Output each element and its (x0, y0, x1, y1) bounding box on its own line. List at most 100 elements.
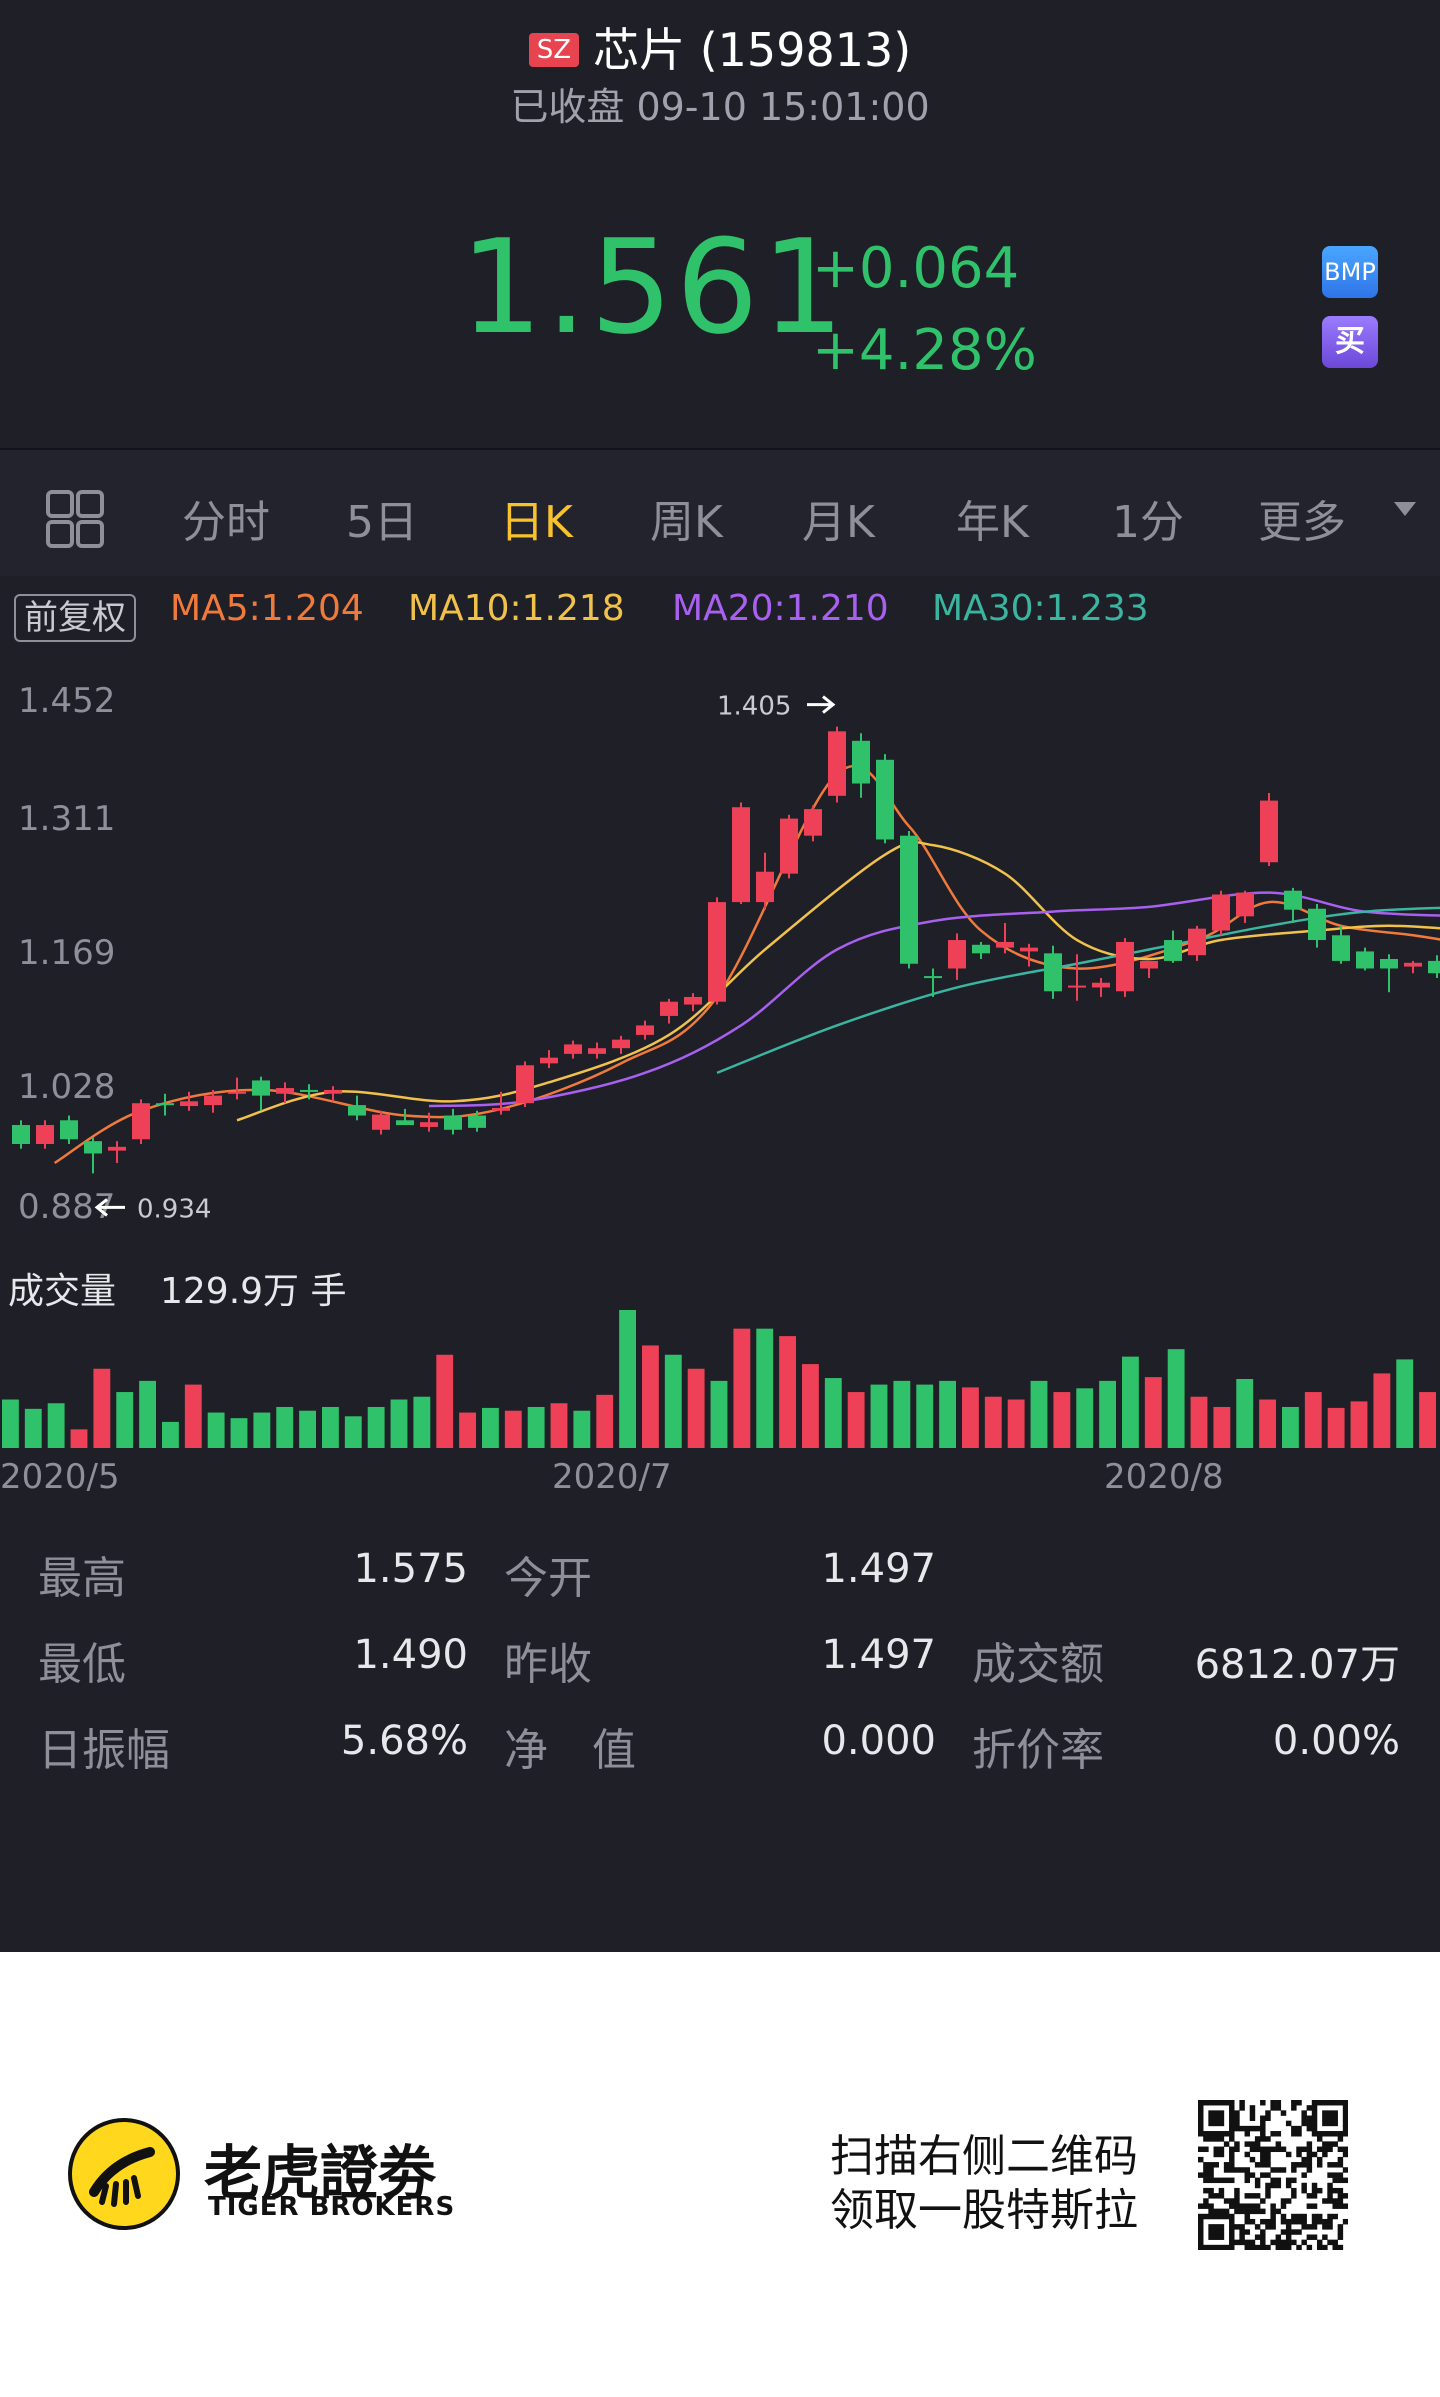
candle-body (156, 1103, 174, 1106)
volume-bar (1419, 1392, 1436, 1448)
volume-bar (733, 1328, 751, 1448)
volume-bar (1396, 1359, 1414, 1448)
candle-body (1308, 908, 1326, 941)
exchange-badge: SZ (528, 32, 580, 67)
volume-bar (116, 1392, 134, 1448)
volume-bar (1099, 1380, 1116, 1448)
tab-weekly-k[interactable]: 周K (650, 497, 723, 548)
volume-bar (413, 1396, 431, 1448)
tab-yearly-k[interactable]: 年K (956, 497, 1029, 548)
candle-body (852, 740, 870, 784)
volume-bar (390, 1399, 408, 1448)
volume-bar (436, 1354, 454, 1448)
volume-bar (322, 1406, 339, 1448)
candle-body (972, 944, 990, 954)
qr-caption-line2: 领取一股特斯拉 (830, 2185, 1138, 2236)
tab-intraday[interactable]: 分时 (182, 497, 270, 548)
turnover-value: 6812.07万 (1194, 1642, 1400, 1688)
volume-bar (1190, 1396, 1208, 1448)
volume-bar (367, 1406, 385, 1448)
candle-body (708, 902, 726, 1002)
volume-bar (482, 1407, 499, 1448)
candle-body (444, 1115, 462, 1130)
ma30-legend: MA30:1.233 (932, 588, 1149, 629)
candle-body (1068, 985, 1086, 988)
volume-bar (1053, 1392, 1071, 1448)
candle-body (780, 818, 798, 874)
volume-bar (847, 1392, 865, 1448)
volume-bar (619, 1310, 636, 1448)
chevron-down-icon[interactable] (1394, 502, 1416, 516)
divider (0, 448, 1440, 450)
volume-bar (299, 1410, 316, 1448)
volume-bar (596, 1394, 614, 1448)
volume-bar (93, 1368, 111, 1448)
volume-bar (70, 1429, 88, 1448)
low-marker-label: 0.934 (137, 1194, 211, 1224)
candle-body (828, 731, 846, 796)
ma10-legend: MA10:1.218 (408, 588, 625, 629)
low-value: 1.490 (353, 1632, 468, 1678)
high-marker-label: 1.405 (717, 692, 791, 722)
ma30-line (716, 906, 1440, 1075)
candle-body (732, 807, 750, 903)
candle-body (420, 1122, 438, 1127)
candle-body (1164, 940, 1182, 961)
adjustment-toggle[interactable]: 前复权 (14, 594, 136, 642)
tab-monthly-k[interactable]: 月K (802, 497, 875, 548)
ma10-line (236, 840, 1440, 1122)
nav-label: 净 值 (504, 1725, 636, 1776)
prev-close-value: 1.497 (821, 1632, 936, 1678)
y-tick-label: 1.311 (18, 799, 115, 839)
volume-bar (1007, 1399, 1025, 1448)
x-tick-label: 2020/8 (1104, 1457, 1224, 1497)
tab-more[interactable]: 更多 (1258, 497, 1346, 548)
volume-label: 成交量 (8, 1271, 117, 1312)
candle-body (900, 835, 918, 964)
candle-body (1284, 890, 1302, 910)
candle-body (492, 1107, 510, 1111)
buy-icon[interactable]: 买 (1322, 316, 1378, 368)
candle-body (684, 996, 702, 1005)
candle-body (228, 1091, 246, 1094)
volume-bar (687, 1368, 705, 1448)
amplitude-value: 5.68% (340, 1718, 468, 1764)
candle-body (636, 1025, 654, 1035)
volume-bar (504, 1410, 522, 1448)
tab-daily-k[interactable]: 日K (500, 497, 573, 548)
volume-bar (1304, 1392, 1322, 1448)
volume-bar (710, 1380, 728, 1448)
tab-1min[interactable]: 1分 (1112, 497, 1184, 548)
candle-body (924, 976, 942, 979)
volume-bar (24, 1408, 42, 1448)
volume-bar (139, 1380, 156, 1448)
candle-body (12, 1125, 30, 1145)
candle-body (1428, 960, 1440, 974)
candle-body (1260, 800, 1278, 863)
nav-value: 0.000 (821, 1718, 936, 1764)
candle-body (1116, 941, 1134, 992)
share-footer: 老虎證劵 TIGER BROKERS 扫描右侧二维码 领取一股特斯拉 (0, 1952, 1440, 2397)
qr-code-icon (1198, 2100, 1348, 2250)
y-tick-label: 1.452 (18, 681, 115, 721)
candle-body (660, 1001, 678, 1016)
volume-bar (459, 1412, 476, 1448)
arrow-left-icon (94, 1198, 125, 1217)
tab-5day[interactable]: 5日 (346, 497, 418, 548)
volume-bar (779, 1336, 796, 1448)
low-label: 最低 (38, 1639, 126, 1690)
chart-period-tabs: 分时 5日 日K 周K 月K 年K 1分 更多 (0, 450, 1440, 576)
volume-bar (1213, 1406, 1231, 1448)
volume-bar (1259, 1399, 1276, 1448)
volume-bar (824, 1378, 842, 1448)
high-label: 最高 (38, 1553, 126, 1604)
candle-body (252, 1080, 270, 1096)
candle-body (468, 1115, 486, 1128)
candle-body (1140, 960, 1158, 969)
bmp-icon[interactable]: BMP (1322, 246, 1378, 298)
ma5-legend: MA5:1.204 (170, 588, 364, 629)
candle-body (36, 1125, 54, 1145)
grid-menu-icon[interactable] (46, 490, 104, 548)
candle-body (612, 1039, 630, 1049)
